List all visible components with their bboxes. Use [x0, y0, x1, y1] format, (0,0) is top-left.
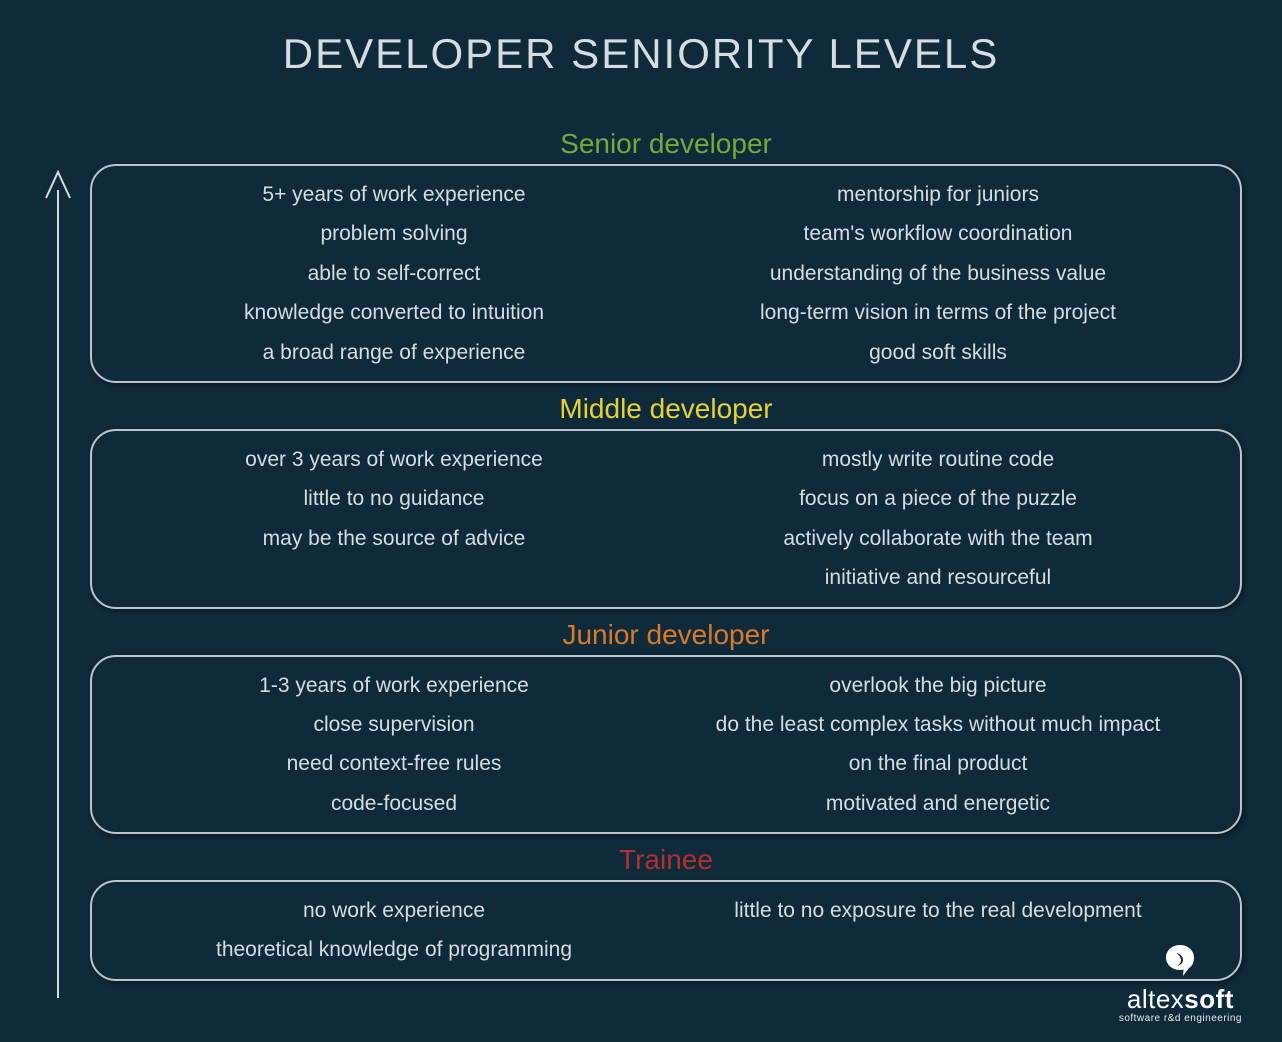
list-item: actively collaborate with the team — [783, 524, 1092, 553]
list-item: on the final product — [849, 749, 1028, 778]
list-item: overlook the big picture — [829, 671, 1046, 700]
level-box-junior: 1-3 years of work experience close superv… — [90, 655, 1242, 835]
level-senior-col-left: 5+ years of work experience problem solvi… — [122, 180, 666, 367]
levels-column: Senior developer 5+ years of work experie… — [90, 128, 1242, 981]
level-title-senior: Senior developer — [90, 128, 1242, 160]
brand-logo: altexsoft software r&d engineering — [1119, 943, 1242, 1024]
list-item: no work experience — [303, 896, 485, 925]
list-item: little to no guidance — [304, 484, 485, 513]
list-item: 1-3 years of work experience — [259, 671, 529, 700]
level-title-junior: Junior developer — [90, 619, 1242, 651]
list-item: good soft skills — [869, 338, 1007, 367]
list-item: a broad range of experience — [263, 338, 526, 367]
level-trainee: Trainee no work experience theoretical kno… — [90, 844, 1242, 981]
list-item: long-term vision in terms of the project — [760, 298, 1116, 327]
arrow-up-icon — [40, 168, 76, 998]
level-senior-col-right: mentorship for juniors team's workflow co… — [666, 180, 1210, 367]
arrow-column — [40, 128, 90, 981]
list-item: initiative and resourceful — [825, 563, 1051, 592]
list-item: able to self-correct — [308, 259, 481, 288]
level-middle-col-right: mostly write routine code focus on a piec… — [666, 445, 1210, 593]
level-box-middle: over 3 years of work experience little to… — [90, 429, 1242, 609]
content-row: Senior developer 5+ years of work experie… — [40, 128, 1242, 981]
infographic-canvas: DEVELOPER SENIORITY LEVELS Senior develo… — [0, 0, 1282, 1042]
list-item: little to no exposure to the real develo… — [734, 896, 1141, 925]
list-item: do the least complex tasks without much … — [716, 710, 1161, 739]
list-item: mostly write routine code — [822, 445, 1054, 474]
list-item: focus on a piece of the puzzle — [799, 484, 1077, 513]
level-trainee-col-left: no work experience theoretical knowledge … — [122, 896, 666, 965]
list-item: understanding of the business value — [770, 259, 1106, 288]
level-middle: Middle developer over 3 years of work exp… — [90, 393, 1242, 609]
list-item: theoretical knowledge of programming — [216, 935, 572, 964]
list-item: problem solving — [320, 219, 467, 248]
level-title-trainee: Trainee — [90, 844, 1242, 876]
level-junior-col-right: overlook the big picture do the least com… — [666, 671, 1210, 819]
list-item: knowledge converted to intuition — [244, 298, 544, 327]
speech-bubble-icon — [1163, 943, 1197, 982]
brand-name-light: altex — [1127, 984, 1184, 1014]
list-item: may be the source of advice — [263, 524, 526, 553]
list-item: mentorship for juniors — [837, 180, 1039, 209]
brand-name: altexsoft — [1119, 984, 1242, 1015]
level-box-trainee: no work experience theoretical knowledge … — [90, 880, 1242, 981]
brand-name-bold: soft — [1184, 984, 1234, 1014]
list-item: over 3 years of work experience — [245, 445, 543, 474]
list-item: team's workflow coordination — [804, 219, 1073, 248]
list-item: motivated and energetic — [826, 789, 1050, 818]
level-junior-col-left: 1-3 years of work experience close superv… — [122, 671, 666, 819]
level-middle-col-left: over 3 years of work experience little to… — [122, 445, 666, 593]
page-title: DEVELOPER SENIORITY LEVELS — [40, 30, 1242, 78]
level-senior: Senior developer 5+ years of work experie… — [90, 128, 1242, 383]
level-box-senior: 5+ years of work experience problem solvi… — [90, 164, 1242, 383]
list-item: code-focused — [331, 789, 457, 818]
brand-tagline: software r&d engineering — [1119, 1013, 1242, 1024]
level-title-middle: Middle developer — [90, 393, 1242, 425]
list-item: close supervision — [313, 710, 474, 739]
list-item: need context-free rules — [287, 749, 502, 778]
list-item: 5+ years of work experience — [262, 180, 525, 209]
level-junior: Junior developer 1-3 years of work experi… — [90, 619, 1242, 835]
